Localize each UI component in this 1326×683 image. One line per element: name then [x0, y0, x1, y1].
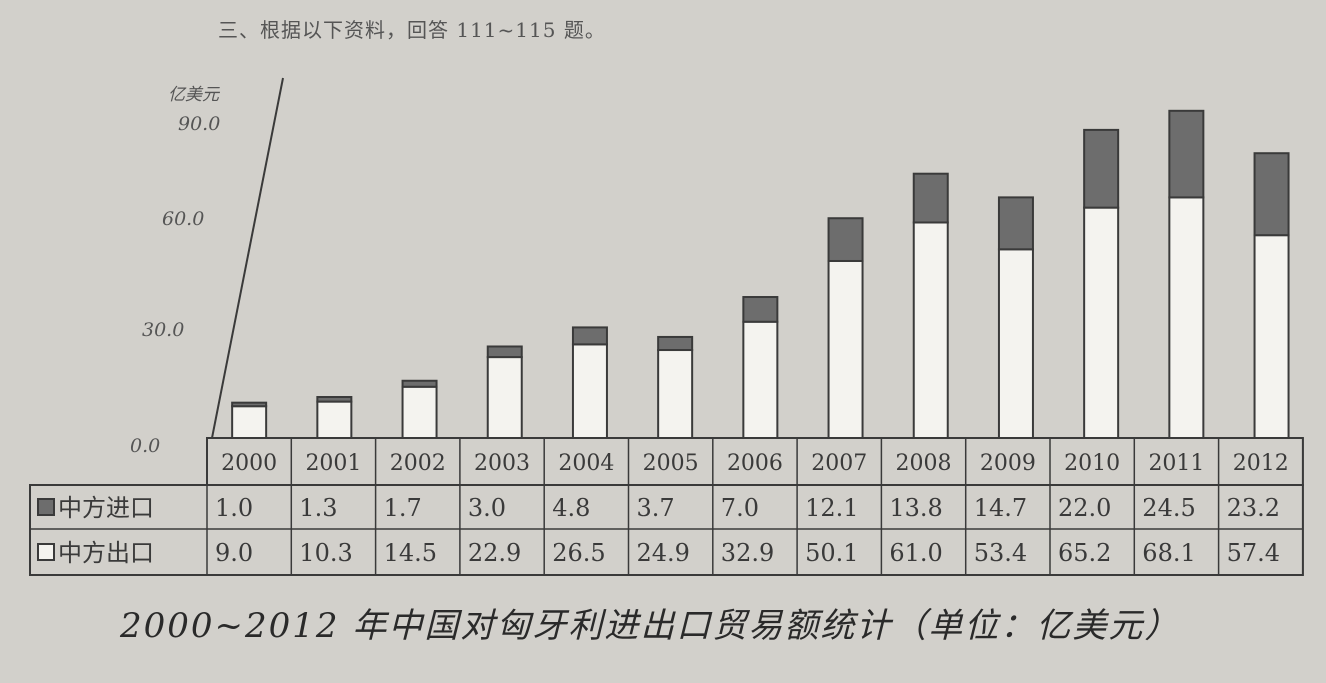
bar-export-2001 [316, 400, 353, 439]
y-tick-label: 30.0 [142, 319, 184, 341]
legend-swatch-import [37, 498, 55, 516]
data-label: 50.1 [805, 539, 858, 567]
legend-swatch-export [37, 543, 55, 561]
data-label: 3.0 [468, 494, 506, 522]
data-label: 68.1 [1142, 539, 1195, 567]
chart-caption: 2000~2012 年中国对匈牙利进出口贸易额统计（单位：亿美元） [120, 606, 1181, 646]
bar-export-2003 [486, 356, 523, 439]
x-tick-label: 2010 [1064, 451, 1120, 476]
data-label: 65.2 [1058, 539, 1111, 567]
bar-import-2011 [1168, 109, 1205, 199]
data-label: 26.5 [552, 539, 605, 567]
x-tick-label: 2009 [980, 451, 1036, 476]
data-label: 14.7 [974, 494, 1027, 522]
bar-export-2002 [401, 385, 438, 439]
data-label: 22.0 [1058, 494, 1111, 522]
y-tick-label: 0.0 [130, 435, 160, 457]
y-tick-label: 60.0 [162, 208, 204, 230]
data-label: 61.0 [889, 539, 942, 567]
bar-import-2005 [657, 335, 694, 352]
bar-export-2011 [1168, 196, 1205, 439]
x-tick-label: 2012 [1233, 451, 1289, 476]
bar-export-2008 [912, 221, 949, 439]
question-header: 三、根据以下资料，回答 111~115 题。 [218, 18, 606, 42]
x-tick-label: 2004 [558, 451, 614, 476]
data-label: 3.7 [637, 494, 675, 522]
data-label: 12.1 [805, 494, 858, 522]
y-tick-label: 90.0 [178, 113, 220, 135]
x-tick-label: 2005 [643, 451, 699, 476]
bar-import-2002 [401, 379, 438, 388]
x-tick-label: 2011 [1148, 451, 1204, 476]
bar-import-2003 [486, 345, 523, 359]
bar-export-2005 [657, 349, 694, 439]
data-table-group: 2000 2001 2002 2003 2004 2005 2006 2007 2008 2009… [29, 437, 1304, 576]
data-label: 7.0 [721, 494, 759, 522]
bar-import-2007 [827, 217, 864, 262]
data-label: 4.8 [552, 494, 590, 522]
data-label: 22.9 [468, 539, 521, 567]
data-label: 1.3 [299, 494, 337, 522]
bar-import-2006 [742, 296, 779, 323]
x-tick-label: 2001 [305, 451, 361, 476]
x-tick-label: 2006 [727, 451, 783, 476]
bar-import-2012 [1253, 152, 1290, 237]
bar-import-2008 [912, 172, 949, 224]
y-axis-line [211, 77, 284, 439]
data-label: 24.9 [637, 539, 690, 567]
bar-export-2006 [742, 320, 779, 439]
data-label: 53.4 [974, 539, 1027, 567]
x-tick-label: 2002 [390, 451, 446, 476]
bar-export-2012 [1253, 234, 1290, 439]
y-axis-group: 亿美元 0.0 30.0 60.0 90.0 [130, 77, 284, 457]
bar-import-2001 [316, 396, 353, 403]
data-label: 1.0 [215, 494, 253, 522]
bar-export-2007 [827, 259, 864, 440]
data-label: 57.4 [1227, 539, 1280, 567]
data-label: 13.8 [889, 494, 942, 522]
bars-group [231, 109, 1290, 440]
bar-export-2004 [571, 343, 608, 439]
y-axis-unit: 亿美元 [168, 85, 221, 105]
x-tick-label: 2003 [474, 451, 530, 476]
bar-export-2010 [1083, 206, 1120, 439]
data-label: 23.2 [1227, 494, 1280, 522]
data-label: 10.3 [299, 539, 352, 567]
bar-import-2010 [1083, 128, 1120, 209]
bar-export-2000 [231, 405, 268, 440]
data-label: 1.7 [384, 494, 422, 522]
bar-import-2009 [997, 196, 1034, 251]
data-label: 9.0 [215, 539, 253, 567]
data-label: 24.5 [1142, 494, 1195, 522]
bar-export-2009 [997, 248, 1034, 439]
x-tick-label: 2008 [896, 451, 952, 476]
x-tick-label: 2007 [811, 451, 867, 476]
legend-label: 中方出口 [58, 539, 154, 567]
x-tick-label: 2000 [221, 451, 277, 476]
bar-import-2000 [231, 401, 268, 408]
legend-label: 中方进口 [58, 494, 154, 522]
data-label: 32.9 [721, 539, 774, 567]
data-label: 14.5 [384, 539, 437, 567]
bar-import-2004 [571, 326, 608, 346]
